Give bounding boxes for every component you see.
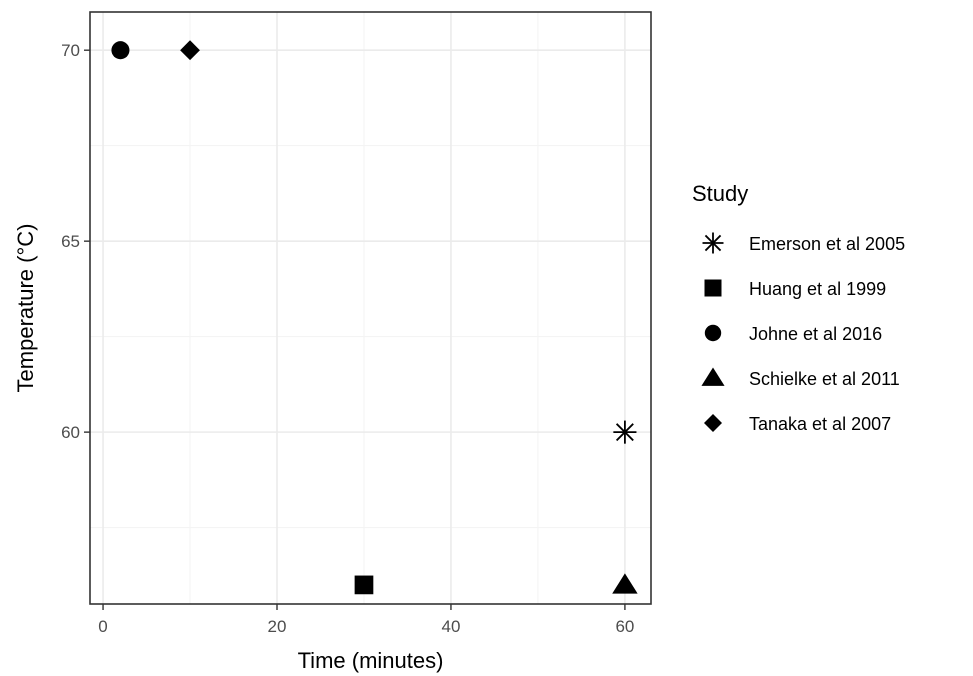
y-tick-label: 65	[61, 232, 80, 251]
data-point-square	[354, 575, 374, 595]
plot-panel-border	[89, 11, 652, 605]
y-axis-ticks: 60 65 70	[61, 41, 90, 442]
data-points	[111, 40, 638, 595]
legend-title: Study	[692, 181, 748, 206]
legend-key-asterisk	[702, 232, 724, 254]
x-tick-label: 20	[268, 617, 287, 636]
data-point-asterisk	[613, 420, 637, 444]
x-tick-label: 60	[615, 617, 634, 636]
legend-label: Johne et al 2016	[749, 324, 882, 344]
x-axis-title: Time (minutes)	[298, 648, 444, 673]
legend-items: Emerson et al 2005 Huang et al 1999 Johne …	[701, 232, 905, 434]
legend-label: Huang et al 1999	[749, 279, 886, 299]
grid	[90, 12, 651, 604]
x-tick-label: 0	[98, 617, 107, 636]
legend-label: Emerson et al 2005	[749, 234, 905, 254]
legend: Study Emerson et al 2005 Huang et al 1999…	[692, 181, 905, 434]
legend-key-square	[704, 279, 722, 297]
x-tick-label: 40	[441, 617, 460, 636]
legend-key-diamond	[704, 414, 722, 432]
legend-key-triangle	[701, 367, 725, 386]
data-point-diamond	[180, 40, 200, 61]
y-axis-title: Temperature (°C)	[13, 224, 38, 393]
legend-key-circle	[704, 324, 722, 342]
y-tick-label: 70	[61, 41, 80, 60]
x-axis-ticks: 0 20 40 60	[98, 604, 634, 636]
legend-label: Tanaka et al 2007	[749, 414, 891, 434]
data-point-circle	[111, 41, 130, 60]
data-point-triangle	[612, 573, 638, 594]
y-tick-label: 60	[61, 423, 80, 442]
legend-label: Schielke et al 2011	[749, 369, 900, 389]
